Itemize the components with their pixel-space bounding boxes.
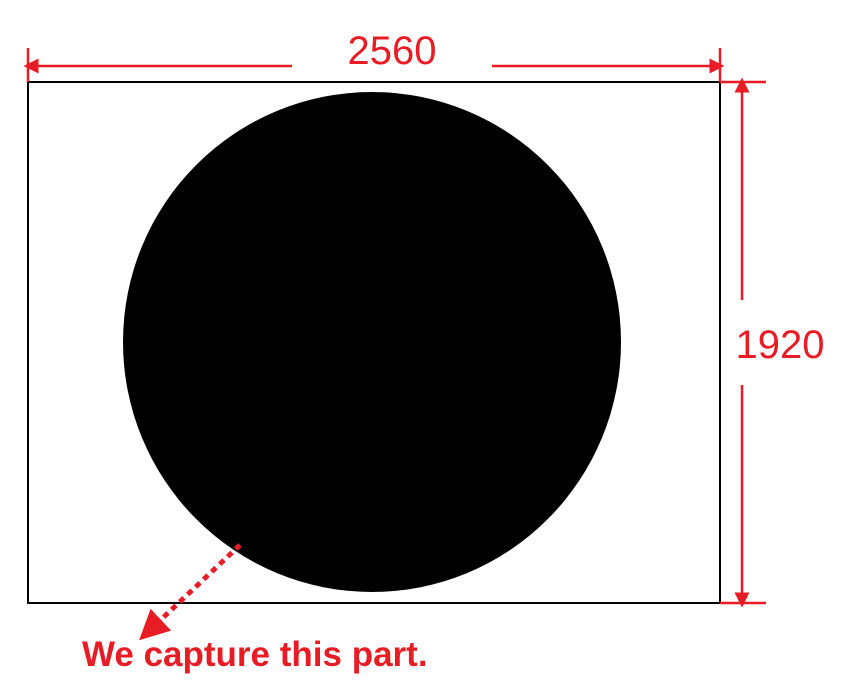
- pointer-arrow: [139, 543, 242, 641]
- caption-text: We capture this part.: [82, 635, 428, 674]
- width-label: 2560: [348, 29, 437, 73]
- height-label: 1920: [736, 323, 825, 367]
- black-circle: [123, 92, 621, 592]
